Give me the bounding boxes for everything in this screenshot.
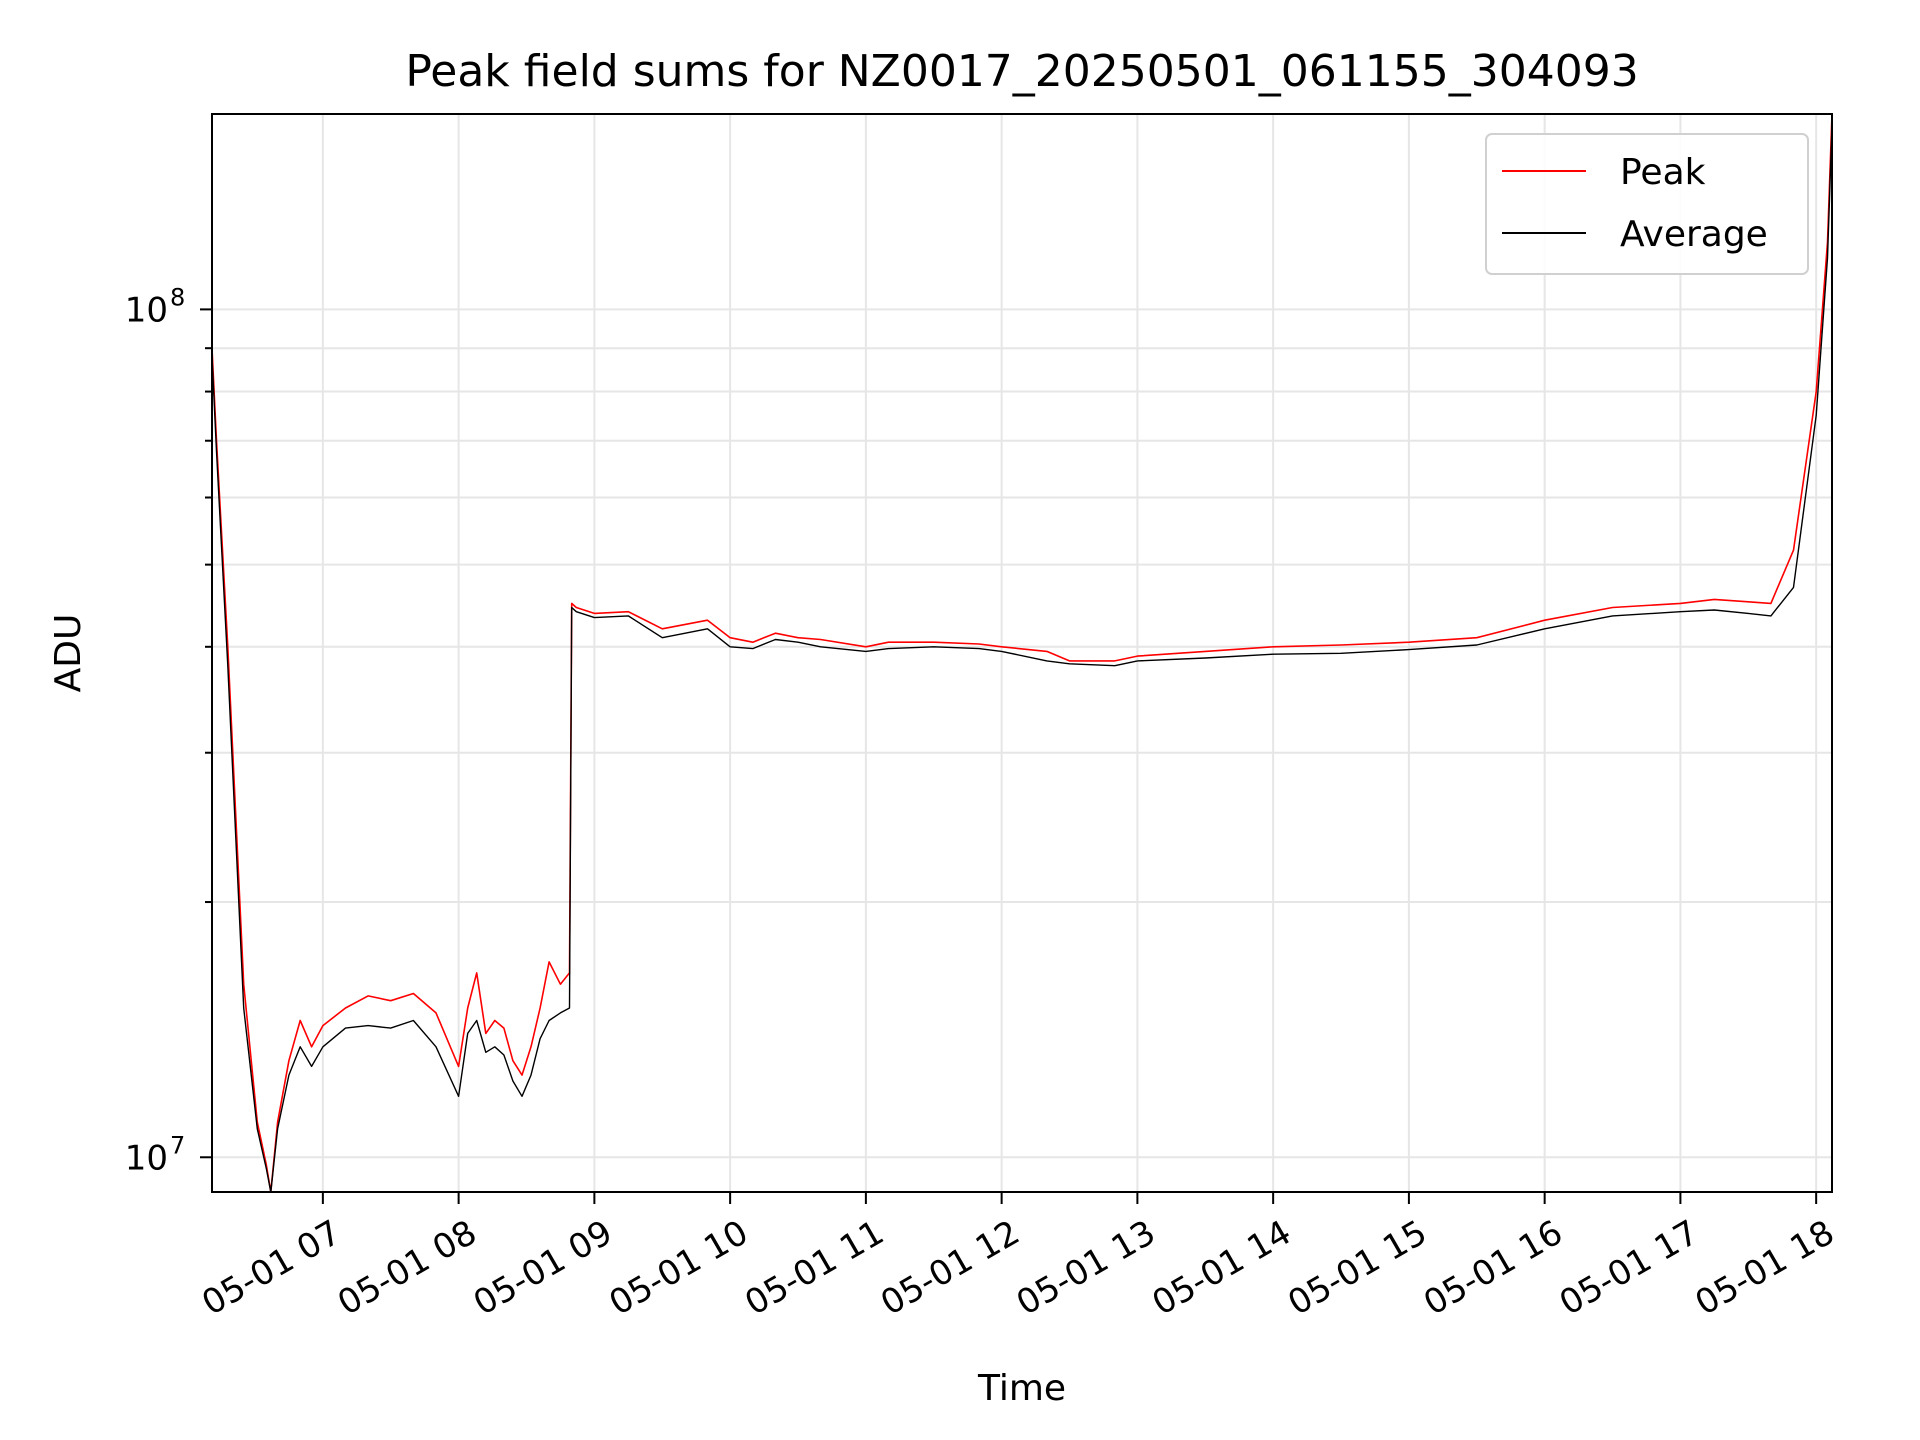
y-tick-label-exponent: 7 (170, 1131, 185, 1159)
y-tick-label-exponent: 8 (170, 283, 185, 311)
legend-label-peak: Peak (1620, 152, 1706, 193)
legend-box (1485, 133, 1809, 275)
x-axis-label: Time (977, 1368, 1066, 1409)
y-axis-label: ADU (48, 614, 89, 693)
legend-label-average: Average (1620, 214, 1768, 255)
plot-frame (211, 113, 1833, 1193)
y-tick-label: 10 (125, 1138, 168, 1178)
legend: Peak Average (1485, 133, 1809, 275)
series-lines (211, 113, 1833, 1193)
axis-ticks (200, 308, 1818, 1204)
series-line-peak (211, 113, 1833, 1193)
chart-title: Peak field sums for NZ0017_20250501_0611… (405, 46, 1638, 97)
series-line-average (211, 124, 1833, 1193)
y-tick-label: 10 (125, 290, 168, 330)
grid (212, 114, 1832, 1192)
